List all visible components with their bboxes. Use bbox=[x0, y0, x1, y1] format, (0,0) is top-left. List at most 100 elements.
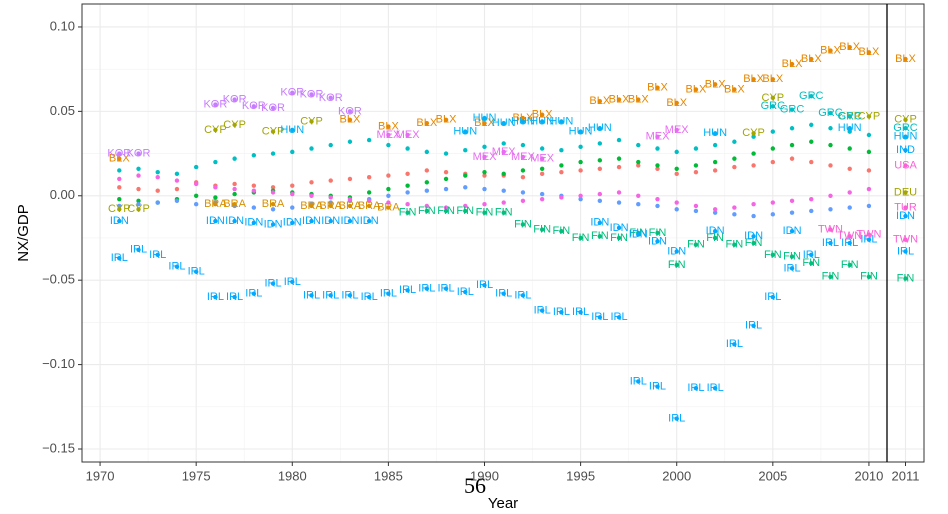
point-label: DEU bbox=[894, 186, 917, 198]
point-label: CYP bbox=[108, 203, 131, 215]
point-label: MEX bbox=[665, 124, 690, 136]
point-label: FIN bbox=[610, 232, 628, 244]
point-label: FIN bbox=[456, 205, 474, 217]
point bbox=[732, 212, 737, 217]
point bbox=[828, 110, 833, 116]
point bbox=[520, 154, 526, 160]
point bbox=[290, 149, 295, 155]
point bbox=[482, 115, 487, 121]
point bbox=[597, 315, 603, 320]
point bbox=[828, 142, 833, 148]
point-label: FIN bbox=[668, 259, 686, 271]
point-label: BLX bbox=[839, 41, 860, 53]
point bbox=[903, 237, 908, 242]
point-label: IDN bbox=[783, 225, 802, 237]
point bbox=[578, 193, 583, 198]
point bbox=[213, 195, 218, 200]
point bbox=[828, 126, 833, 131]
point bbox=[903, 56, 908, 62]
point bbox=[290, 205, 295, 210]
point-label: IRL bbox=[534, 304, 551, 316]
point-label: MEX bbox=[473, 151, 498, 163]
point bbox=[559, 119, 564, 124]
point bbox=[309, 193, 314, 198]
point-label: MEX bbox=[396, 129, 421, 141]
point bbox=[539, 308, 545, 313]
point bbox=[789, 266, 795, 271]
point bbox=[520, 175, 526, 180]
point-label: BLX bbox=[378, 120, 399, 132]
point bbox=[155, 252, 160, 258]
point-label: IRL bbox=[149, 249, 166, 261]
point bbox=[751, 234, 756, 239]
point bbox=[539, 166, 545, 171]
point bbox=[770, 104, 776, 109]
point bbox=[213, 202, 218, 207]
point bbox=[770, 200, 776, 205]
point bbox=[712, 168, 718, 173]
point bbox=[366, 137, 372, 143]
point bbox=[539, 156, 545, 161]
point-label: HUN bbox=[453, 126, 477, 138]
point bbox=[405, 288, 410, 293]
point bbox=[213, 294, 218, 300]
point bbox=[405, 146, 410, 151]
point bbox=[328, 95, 333, 101]
point bbox=[328, 142, 333, 148]
point bbox=[290, 90, 295, 95]
point bbox=[232, 122, 237, 128]
point bbox=[117, 156, 122, 161]
point bbox=[866, 114, 872, 119]
point bbox=[693, 169, 699, 175]
point bbox=[597, 234, 603, 239]
y-axis-title: NX/GDP bbox=[15, 204, 32, 262]
point bbox=[193, 202, 199, 207]
point-label: MEX bbox=[492, 146, 517, 158]
point-label: TWN bbox=[818, 223, 843, 235]
point bbox=[117, 207, 122, 212]
point-label: IRL bbox=[687, 382, 704, 394]
point bbox=[443, 169, 449, 175]
point bbox=[463, 289, 468, 295]
point-label: IRL bbox=[764, 291, 781, 303]
point bbox=[520, 115, 526, 121]
point bbox=[578, 310, 583, 315]
point-label: IRL bbox=[284, 276, 301, 288]
point bbox=[866, 50, 872, 55]
point-label: HUN bbox=[588, 122, 612, 134]
point bbox=[597, 99, 603, 104]
point-label: IDN bbox=[744, 230, 763, 242]
point bbox=[559, 229, 564, 234]
point bbox=[847, 262, 852, 268]
point bbox=[693, 87, 699, 92]
point bbox=[674, 262, 679, 268]
point bbox=[732, 205, 737, 210]
point bbox=[539, 119, 545, 124]
point bbox=[693, 242, 699, 247]
point bbox=[712, 82, 718, 87]
point bbox=[193, 193, 199, 198]
point-label: HUN bbox=[511, 115, 535, 127]
point bbox=[155, 200, 160, 205]
point-label: FIN bbox=[745, 237, 763, 249]
point-label: GRC bbox=[893, 122, 918, 134]
point bbox=[655, 85, 660, 90]
point-label: IRL bbox=[418, 283, 435, 295]
point bbox=[732, 87, 737, 92]
point-label: IRL bbox=[399, 284, 416, 296]
point bbox=[770, 129, 776, 134]
point bbox=[597, 198, 603, 204]
point bbox=[616, 315, 622, 320]
point bbox=[712, 210, 718, 215]
point bbox=[636, 159, 641, 165]
point-label: IDN bbox=[896, 210, 915, 222]
point-label: FIN bbox=[591, 230, 609, 242]
point bbox=[328, 200, 333, 205]
point-label: BLX bbox=[436, 114, 457, 126]
point bbox=[712, 142, 718, 148]
point-label: IRL bbox=[649, 380, 666, 392]
point bbox=[751, 323, 756, 328]
point bbox=[520, 142, 526, 148]
point bbox=[597, 220, 603, 225]
point bbox=[347, 196, 353, 202]
